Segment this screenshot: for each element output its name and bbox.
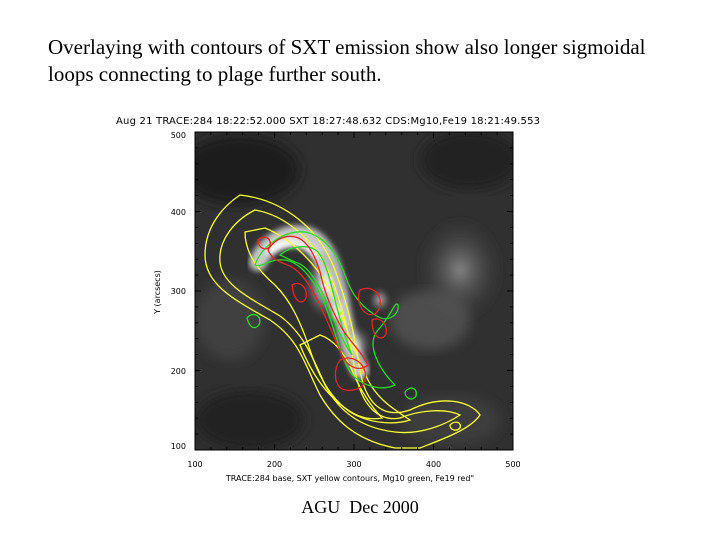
x-tick-label: 300: [346, 460, 361, 469]
fe19-contours: [257, 235, 387, 391]
trace-284-image: [195, 132, 513, 450]
y-tick-label: 400: [171, 208, 186, 217]
x-tick-label: 200: [267, 460, 282, 469]
slide-footer: AGU Dec 2000: [301, 497, 419, 517]
y-tick-label: 200: [171, 367, 186, 376]
x-tick-label: 500: [505, 460, 520, 469]
x-tick-labels: 100 200 300 400 500: [187, 460, 520, 469]
x-tick-label: 400: [426, 460, 441, 469]
y-tick-label: 300: [171, 287, 186, 296]
sxt-contours: [204, 194, 481, 449]
figure-header: Aug 21 TRACE:284 18:22:52.000 SXT 18:27:…: [116, 116, 541, 127]
y-axis-title: Y (arcsecs): [153, 270, 162, 315]
slide-title: Overlaying with contours of SXT emission…: [48, 35, 646, 86]
axis-ticks: [194, 131, 514, 451]
y-tick-label: 100: [171, 442, 186, 451]
y-tick-labels: 500 400 300 200 100: [171, 131, 186, 451]
x-tick-label: 100: [187, 460, 202, 469]
y-tick-label: 500: [171, 131, 186, 140]
x-axis-caption: TRACE:284 base, SXT yellow contours, Mg1…: [225, 474, 474, 483]
